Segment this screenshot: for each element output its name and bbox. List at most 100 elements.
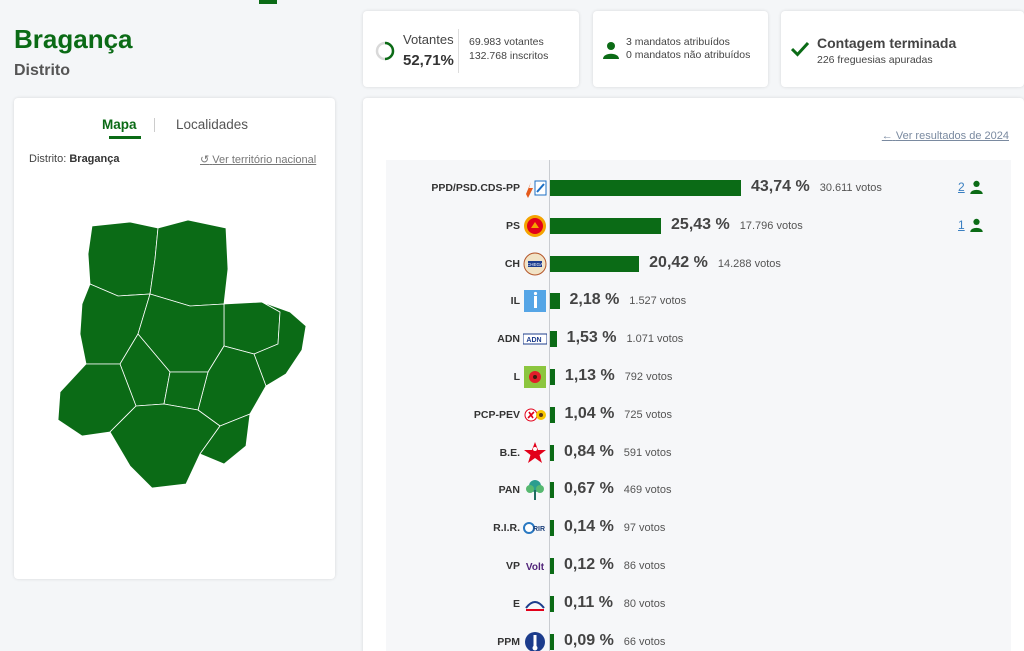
contagem-title: Contagem terminada: [817, 35, 957, 51]
previous-results-label: Ver resultados de 2024: [895, 130, 1009, 142]
municipality-carrazeda[interactable]: [57, 363, 137, 437]
party-name: IL: [510, 295, 520, 308]
undo-icon: ↺: [200, 154, 210, 166]
party-votes: 17.796 votos: [739, 219, 803, 232]
il-logo-icon: [523, 289, 547, 313]
result-bar[interactable]: [550, 520, 554, 537]
svg-text:Volt: Volt: [526, 562, 545, 573]
municipality-torre-moncorvo[interactable]: [109, 403, 221, 489]
party-seats-link[interactable]: 1: [958, 217, 965, 232]
party-percentage: 0,11 %: [564, 593, 613, 611]
party-name: E: [512, 597, 520, 610]
territorio-nacional-label: Ver território nacional: [212, 154, 317, 166]
previous-results-link[interactable]: ← Ver resultados de 2024: [882, 130, 1009, 142]
page-title: Bragança: [14, 24, 133, 54]
party-percentage: 0,12 %: [564, 556, 614, 573]
result-bar[interactable]: [550, 293, 560, 310]
party-name: CH: [504, 257, 520, 270]
mandatos-atribuidos: 3 mandatos atribuídos: [626, 36, 730, 48]
pan-logo-icon: [523, 478, 547, 502]
be-logo-icon: [523, 441, 547, 465]
map-card: Mapa Localidades Distrito: Bragança ↺ Ve…: [14, 98, 335, 579]
active-tab-indicator: [109, 136, 141, 139]
party-votes: 1.071 votos: [626, 333, 684, 346]
party-votes: 725 votos: [624, 408, 672, 421]
result-bar[interactable]: [550, 558, 554, 574]
svg-text:CHEGA: CHEGA: [527, 262, 543, 267]
page-subtitle: Distrito: [14, 62, 70, 79]
party-row: PCP-PEV 1,04 % 725 votos: [386, 397, 1011, 433]
party-name: ADN: [497, 333, 520, 346]
party-row: IL 2,18 % 1.527 votos: [386, 283, 1011, 319]
result-bar[interactable]: [550, 406, 555, 423]
distrito-label: Distrito: Bragança: [29, 153, 119, 165]
votantes-card: Votantes 52,71% 69.983 votantes 132.768 …: [363, 11, 579, 87]
party-percentage: 1,04 %: [564, 404, 615, 422]
party-row: CH CHEGA 20,42 % 14.288 votos: [386, 246, 1011, 282]
party-percentage: 43,74 %: [751, 178, 810, 195]
party-percentage: 2,18 %: [569, 291, 620, 309]
party-name: PS: [505, 219, 520, 232]
top-nav-indicator: [259, 0, 277, 4]
result-bar[interactable]: [550, 482, 554, 499]
chega-logo-icon: CHEGA: [523, 252, 547, 276]
user-icon: [970, 180, 983, 199]
party-row: R.I.R. RIR 0,14 % 97 votos: [386, 510, 1011, 546]
votantes-percentage: 52,71%: [403, 52, 454, 69]
party-name: R.I.R.: [493, 522, 520, 535]
user-icon: [970, 218, 983, 237]
result-bar[interactable]: [550, 331, 557, 348]
ps-logo-icon: [523, 214, 547, 238]
municipality-freixo[interactable]: [199, 413, 251, 465]
party-row: E 0,11 % 80 votos: [386, 586, 1011, 622]
party-name: PPD/PSD.CDS-PP: [431, 182, 520, 194]
result-bar[interactable]: [550, 444, 554, 461]
party-name: PAN: [498, 484, 520, 497]
party-votes: 792 votos: [624, 371, 673, 383]
tab-mapa[interactable]: Mapa: [102, 117, 137, 132]
party-percentage: 0,14 %: [564, 518, 614, 536]
ppm-logo-icon: [523, 630, 547, 651]
party-votes: 66 votos: [623, 635, 666, 648]
volt-logo-icon: Volt: [523, 554, 547, 578]
party-row: B.E. 0,84 % 591 votos: [386, 435, 1011, 471]
municipality-braganca[interactable]: [149, 219, 229, 307]
result-bar[interactable]: [550, 369, 555, 385]
mandatos-nao-atribuidos: 0 mandatos não atribuídos: [626, 49, 751, 61]
mandatos-card: 3 mandatos atribuídos 0 mandatos não atr…: [593, 11, 768, 87]
tab-localidades[interactable]: Localidades: [176, 117, 249, 132]
results-card: ← Ver resultados de 2024 PPD/PSD.CDS-PP 4…: [363, 98, 1024, 651]
party-row: PPD/PSD.CDS-PP 43,74 % 30.611 votos 2: [386, 170, 1011, 206]
party-votes: 86 votos: [623, 560, 666, 572]
result-bar[interactable]: [550, 595, 554, 612]
district-map[interactable]: [40, 214, 306, 490]
votantes-label: Votantes: [403, 32, 454, 47]
ergue-te-logo-icon: [523, 592, 547, 616]
psd-cds-logo-icon: [523, 176, 547, 200]
territorio-nacional-link[interactable]: ↺ Ver território nacional: [200, 153, 316, 166]
result-bar[interactable]: [550, 217, 662, 234]
distrito-name: Bragança: [69, 153, 120, 165]
party-row: VP Volt 0,12 % 86 votos: [386, 548, 1011, 584]
municipality-miranda[interactable]: [253, 301, 306, 387]
municipality-vimioso[interactable]: [223, 301, 281, 355]
party-votes: 14.288 votos: [717, 257, 781, 270]
party-votes: 469 votos: [623, 484, 672, 497]
result-bar[interactable]: [550, 255, 640, 272]
party-percentage: 1,13 %: [564, 367, 615, 384]
divider: [458, 29, 459, 73]
party-percentage: 0,67 %: [564, 480, 614, 498]
result-bar[interactable]: [550, 633, 554, 650]
municipality-vinhais[interactable]: [87, 221, 159, 297]
inscritos-count: 132.768 inscritos: [469, 50, 549, 62]
contagem-card: Contagem terminada 226 freguesias apurad…: [781, 11, 1024, 87]
votantes-count: 69.983 votantes: [469, 36, 544, 48]
svg-text:ADN: ADN: [526, 337, 541, 344]
party-name: VP: [505, 560, 520, 572]
results-bar-chart: PPD/PSD.CDS-PP 43,74 % 30.611 votos 2 PS 25,4…: [386, 160, 1011, 651]
tab-separator: [154, 118, 155, 132]
party-row: PAN 0,67 % 469 votos: [386, 472, 1011, 508]
party-seats-link[interactable]: 2: [958, 180, 965, 194]
result-bar[interactable]: [550, 180, 741, 196]
chart-axis: [549, 160, 550, 651]
